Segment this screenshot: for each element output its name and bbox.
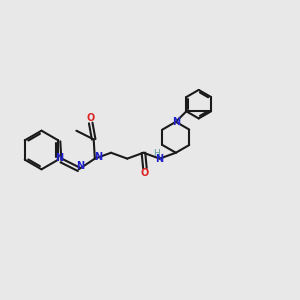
Text: H: H xyxy=(153,149,159,158)
Text: N: N xyxy=(156,154,164,164)
Text: O: O xyxy=(87,113,95,123)
Text: O: O xyxy=(141,168,149,178)
Text: N: N xyxy=(55,153,63,163)
Text: N: N xyxy=(76,161,84,171)
Text: N: N xyxy=(172,117,180,127)
Text: N: N xyxy=(94,152,103,162)
